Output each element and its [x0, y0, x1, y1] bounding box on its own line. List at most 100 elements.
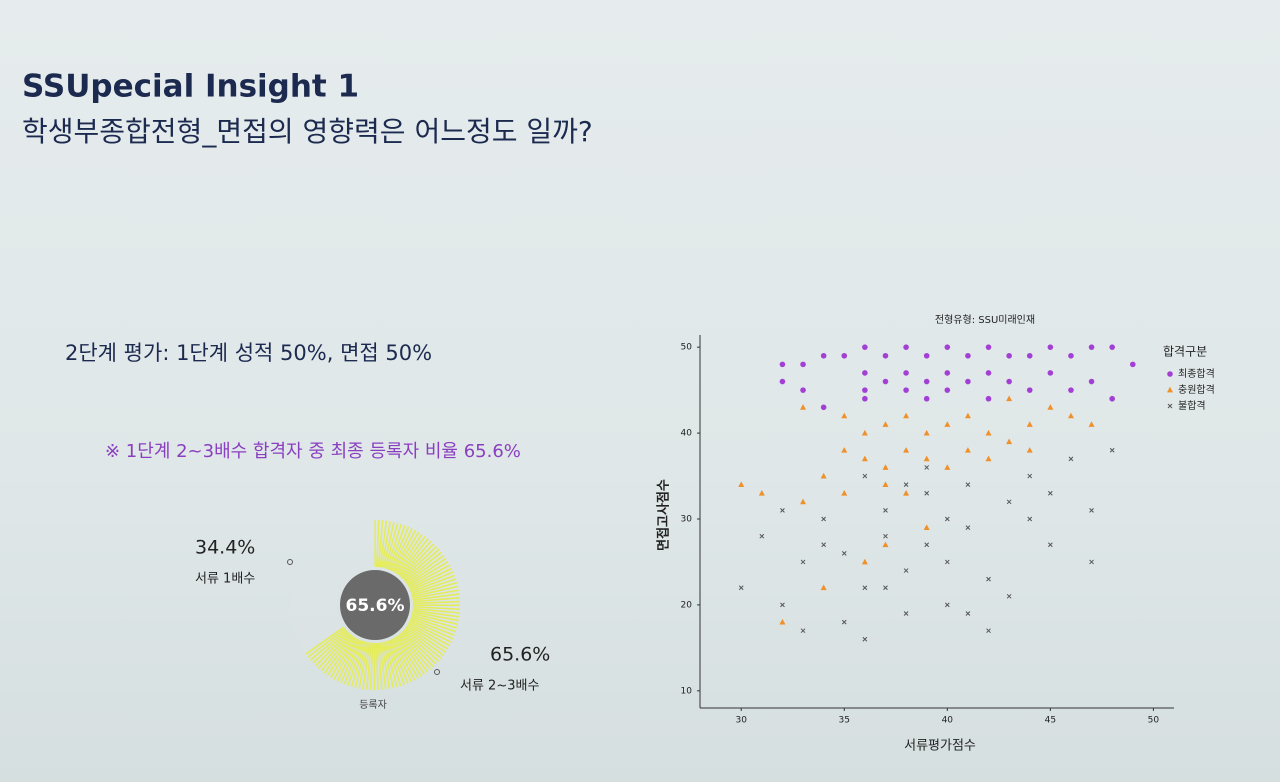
- point: [944, 464, 951, 470]
- point: [965, 525, 971, 530]
- gauge-ray: [307, 627, 346, 658]
- point: [903, 344, 909, 350]
- gauge-segment: [289, 520, 375, 653]
- gauge-ray: [411, 614, 458, 629]
- point: [862, 370, 868, 376]
- point: [1026, 387, 1033, 393]
- point: [1006, 438, 1013, 445]
- gauge-ray: [407, 623, 449, 650]
- point: [1109, 344, 1115, 350]
- point: [1027, 473, 1033, 479]
- point: [944, 387, 951, 393]
- gauge-ray: [405, 554, 445, 584]
- gauge-ray: [407, 560, 449, 587]
- point: [1088, 421, 1095, 427]
- point: [1047, 490, 1053, 496]
- gauge-ray: [385, 640, 402, 687]
- gauge-ray: [409, 571, 454, 591]
- point: [1006, 395, 1013, 402]
- point: [903, 412, 910, 419]
- gauge-ray: [412, 607, 460, 614]
- y-axis-label: 면접고사점수: [656, 479, 672, 551]
- point: [1026, 447, 1033, 453]
- legend-entry: 최종합격: [1178, 367, 1215, 380]
- point: [862, 387, 868, 393]
- y-tick-label: 10: [681, 686, 693, 696]
- point: [1068, 387, 1074, 393]
- gauge-ray: [410, 617, 455, 637]
- gauge-ray: [411, 612, 458, 626]
- point: [1026, 421, 1033, 427]
- point: [862, 344, 868, 350]
- point: [1089, 559, 1094, 565]
- gauge-ray: [412, 589, 459, 600]
- gauge-ray: [412, 609, 460, 618]
- legend-entry: 불합격: [1178, 399, 1206, 412]
- x-tick-label: 35: [839, 716, 850, 726]
- point: [923, 352, 930, 359]
- gauge-ray: [384, 522, 399, 569]
- x-tick-label: 40: [942, 716, 954, 726]
- point: [1129, 361, 1136, 368]
- point: [903, 490, 910, 496]
- point: [820, 472, 827, 479]
- gauge-ray: [410, 616, 456, 633]
- point: [924, 465, 930, 470]
- point: [883, 533, 888, 539]
- point: [903, 568, 909, 573]
- point: [944, 370, 951, 376]
- gauge-ray: [382, 641, 395, 689]
- y-tick-label: 40: [681, 429, 693, 439]
- gauge-ray: [408, 620, 452, 644]
- gauge-ray: [399, 540, 432, 577]
- point: [800, 559, 806, 565]
- gauge-ray: [411, 585, 459, 598]
- point: [903, 447, 910, 453]
- gauge-ray: [396, 535, 426, 575]
- gauge-ray: [389, 526, 410, 571]
- point: [841, 447, 848, 453]
- gauge-ray: [350, 641, 366, 687]
- gauge-ray: [309, 629, 347, 661]
- gauge-ray: [393, 531, 420, 573]
- point: [882, 352, 889, 359]
- point: [821, 542, 827, 548]
- gauge-ray: [354, 641, 367, 688]
- point: [800, 628, 806, 634]
- gauge-ray: [411, 581, 458, 596]
- point: [841, 551, 847, 556]
- gauge-ray: [369, 642, 374, 690]
- point: [779, 378, 786, 385]
- point: [944, 559, 950, 565]
- point: [882, 378, 889, 385]
- point: [841, 619, 847, 625]
- gauge-ray: [397, 634, 429, 673]
- y-tick-label: 30: [681, 515, 693, 525]
- category-label: 서류 1배수: [195, 572, 255, 587]
- point: [923, 429, 930, 436]
- point: [758, 490, 765, 496]
- gauge-ray: [403, 548, 440, 581]
- gauge-ray: [340, 639, 361, 684]
- gauge-ray: [381, 521, 392, 568]
- point: [841, 490, 848, 496]
- point: [985, 344, 992, 350]
- point: [882, 481, 889, 488]
- point: [820, 584, 827, 591]
- point: [1047, 542, 1053, 548]
- point: [1109, 395, 1115, 402]
- gauge-ray: [384, 641, 398, 688]
- legend-title: 합격구분: [1163, 345, 1207, 359]
- gauge-ray: [412, 593, 460, 601]
- gauge-ray: [312, 630, 348, 664]
- point: [944, 421, 951, 427]
- gauge-ray: [400, 543, 435, 579]
- evaluation-text: 2단계 평가: 1단계 성적 50%, 면접 50%: [65, 341, 432, 365]
- gauge-ray: [379, 520, 388, 568]
- gauge-center-label: 65.6%: [346, 596, 405, 616]
- point: [985, 370, 992, 376]
- gauge-ray: [315, 631, 350, 667]
- point: [862, 585, 868, 591]
- point: [1006, 499, 1012, 505]
